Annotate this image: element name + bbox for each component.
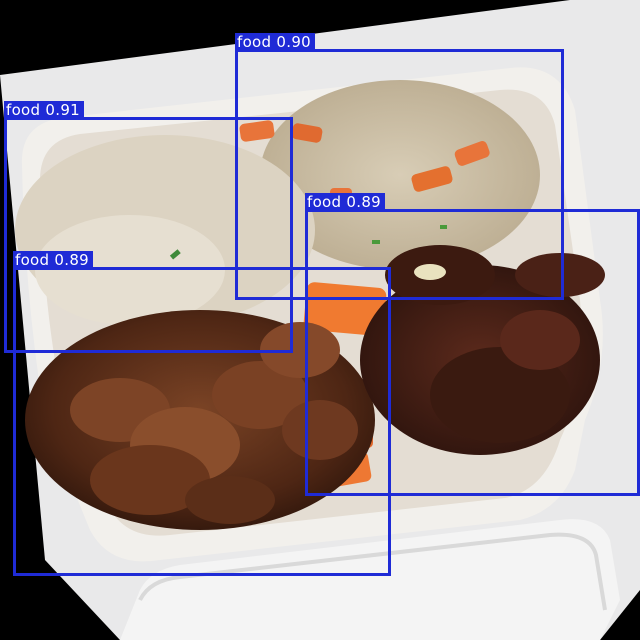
detection-label-1: food 0.90 <box>235 33 316 51</box>
detection-label-2: food 0.91 <box>4 101 85 119</box>
detection-box-4 <box>13 267 391 576</box>
detection-box-3 <box>305 209 640 496</box>
detection-label-3: food 0.89 <box>305 193 386 211</box>
detection-box-2 <box>4 117 293 353</box>
detection-label-4: food 0.89 <box>13 251 94 269</box>
detection-box-1 <box>235 49 564 300</box>
